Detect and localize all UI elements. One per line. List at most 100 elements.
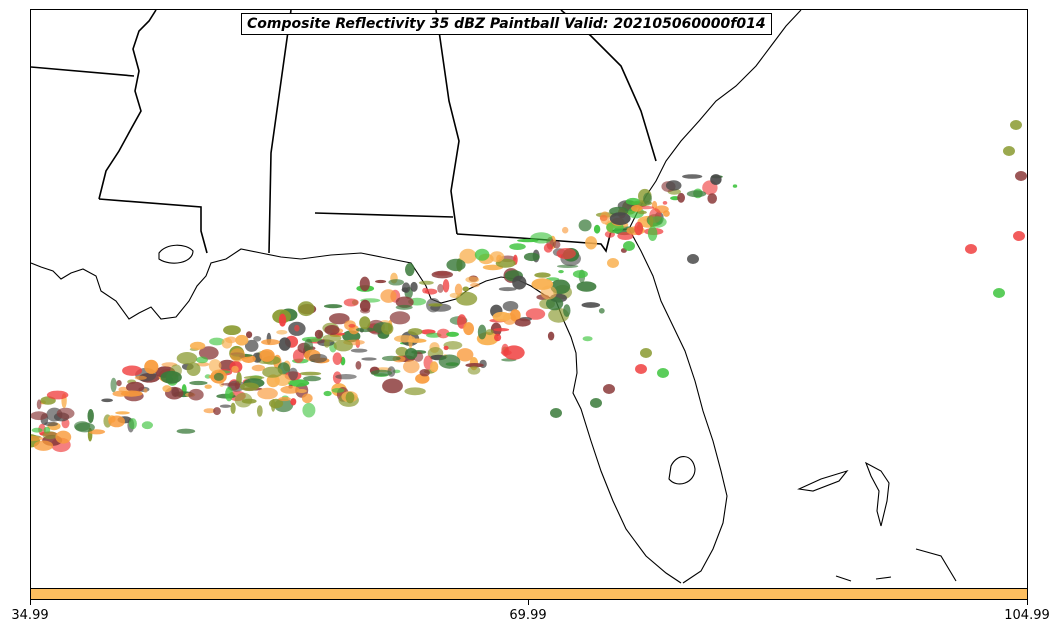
paintball-blob: [965, 244, 977, 254]
paintball-blob: [408, 328, 423, 336]
paintball-blob: [314, 329, 323, 339]
paintball-blob: [609, 212, 631, 226]
paintball-blob: [993, 288, 1005, 298]
paintball-blob: [485, 329, 494, 336]
paintball-blob: [143, 388, 148, 393]
paintball-blob: [407, 338, 427, 343]
paintball-blob: [56, 407, 75, 419]
paintball-blob: [517, 238, 539, 243]
paintball-blob: [198, 346, 219, 360]
paintball-blob: [309, 353, 328, 363]
paintball-blob: [160, 370, 182, 384]
paintball-blob: [489, 251, 505, 263]
paintball-blob: [563, 304, 571, 317]
paintball-blob: [442, 279, 450, 293]
paintball-blob: [578, 219, 592, 232]
paintball-blob: [438, 354, 461, 369]
paintball-blob: [593, 224, 601, 234]
paintball-blob: [375, 279, 387, 284]
gulf-coast-west: [31, 248, 262, 320]
paintball-blob: [474, 248, 490, 261]
paintball-blob: [509, 243, 526, 251]
colorbar-label-max: 104.99: [1004, 608, 1050, 623]
paintball-blob: [552, 240, 561, 249]
paintball-blob: [230, 402, 236, 414]
paintball-blob: [1003, 146, 1015, 156]
paintball-blob: [437, 283, 444, 293]
paintball-blob: [246, 331, 253, 339]
paintball-blob: [562, 226, 569, 234]
paintball-blob: [395, 346, 408, 357]
paintball-blob: [686, 190, 707, 198]
paintball-blob: [677, 192, 685, 203]
paintball-blob: [303, 375, 322, 382]
paintball-blob: [449, 292, 461, 299]
paintball-blob: [46, 390, 69, 400]
paintball-blob: [543, 243, 553, 253]
lake-okeechobee: [668, 456, 696, 485]
paintball-blob: [462, 286, 470, 292]
map-title: Composite Reflectivity 35 dBZ Paintball …: [241, 13, 772, 35]
paintball-blob: [581, 302, 601, 308]
paintball-blob: [546, 296, 564, 311]
paintball-blob: [437, 328, 450, 339]
paintball-blob: [42, 431, 58, 440]
paintball-blob: [348, 323, 356, 328]
paintball-blob: [350, 348, 368, 353]
florida-west-coast: [545, 295, 682, 584]
paintball-blob: [649, 215, 654, 228]
paintball-blob: [540, 285, 557, 300]
paintball-blob: [1010, 120, 1022, 130]
paintball-blob: [335, 374, 357, 380]
paintball-blob: [514, 318, 531, 327]
paintball-blob: [403, 360, 420, 374]
paintball-blob: [419, 369, 430, 377]
paintball-blob: [501, 343, 509, 357]
paintball-blob: [234, 381, 241, 390]
paintball-blob: [389, 311, 411, 325]
paintball-blob: [223, 325, 241, 335]
coastlines: [31, 10, 957, 584]
paintball-blob: [128, 418, 137, 430]
paintball-blob: [288, 367, 298, 381]
paintball-blob: [322, 334, 342, 342]
paintball-blob: [302, 402, 316, 418]
paintball-blob: [431, 270, 453, 279]
border-ar-la: [31, 66, 135, 77]
paintball-blob: [186, 362, 201, 377]
paintball-blob: [36, 399, 42, 410]
paintball-blob: [359, 316, 371, 330]
border-al-fl: [314, 212, 454, 218]
paintball-blob: [534, 272, 551, 278]
paintball-blob: [625, 197, 641, 206]
paintball-blob: [290, 398, 297, 406]
paintball-blob: [278, 313, 287, 327]
colorbar: [30, 588, 1028, 600]
paintball-blob: [244, 339, 259, 352]
paintball-blob: [221, 337, 233, 349]
bahamas-1: [797, 469, 849, 492]
border-ms-al: [268, 10, 292, 254]
paintball-blob: [410, 281, 418, 292]
paintball-blob: [603, 384, 615, 394]
paintball-blob: [456, 348, 474, 362]
paintball-blob: [598, 308, 605, 314]
colorbar-label-mid: 69.99: [509, 608, 547, 623]
lake-pontchartrain: [158, 244, 194, 264]
paintball-blob: [253, 336, 262, 342]
paintball-blob: [278, 337, 291, 351]
paintball-blob: [547, 331, 555, 341]
paintball-blobs: [31, 120, 1027, 453]
paintball-blob: [329, 313, 350, 325]
paintball-blob: [443, 345, 449, 351]
paintball-blob: [213, 372, 224, 381]
paintball-blob: [590, 398, 602, 408]
paintball-blob: [454, 283, 463, 296]
florida-east-coast: [628, 228, 728, 584]
paintball-blob: [647, 226, 658, 242]
paintball-blob: [134, 375, 147, 380]
paintball-blob: [463, 322, 474, 336]
paintball-blob: [259, 349, 275, 362]
paintball-blob: [707, 193, 717, 204]
paintball-blob: [422, 287, 429, 294]
